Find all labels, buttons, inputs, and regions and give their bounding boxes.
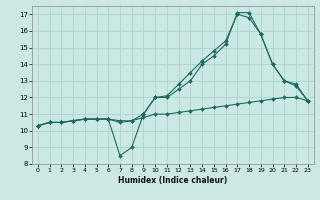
X-axis label: Humidex (Indice chaleur): Humidex (Indice chaleur) — [118, 176, 228, 185]
